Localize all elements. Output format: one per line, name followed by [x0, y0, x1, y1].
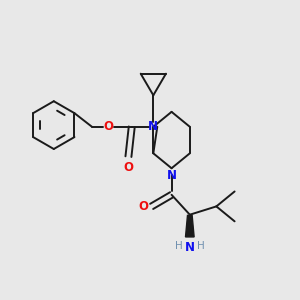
Polygon shape — [185, 215, 194, 237]
Text: N: N — [167, 169, 177, 182]
Text: H: H — [197, 241, 205, 251]
Text: O: O — [138, 200, 148, 213]
Text: N: N — [148, 120, 158, 133]
Text: H: H — [175, 241, 183, 251]
Text: O: O — [103, 120, 113, 133]
Text: N: N — [185, 241, 195, 254]
Text: O: O — [123, 160, 134, 174]
